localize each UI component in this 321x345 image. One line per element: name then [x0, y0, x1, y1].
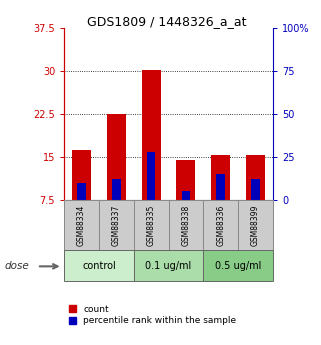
Bar [203, 250, 273, 281]
Bar [77, 183, 86, 200]
Text: GSM88336: GSM88336 [216, 205, 225, 246]
Bar [72, 150, 91, 200]
Bar [251, 179, 260, 200]
Bar [203, 200, 238, 250]
Text: GSM88335: GSM88335 [147, 205, 156, 246]
Text: 0.5 ug/ml: 0.5 ug/ml [215, 261, 261, 270]
Bar [182, 191, 190, 200]
Bar [238, 200, 273, 250]
Bar [112, 179, 121, 200]
Bar [211, 155, 230, 200]
Bar [134, 200, 169, 250]
Bar [169, 200, 203, 250]
Text: GSM88334: GSM88334 [77, 205, 86, 246]
Bar [107, 114, 126, 200]
Text: GSM88337: GSM88337 [112, 205, 121, 246]
Text: dose: dose [5, 262, 30, 271]
Legend: count, percentile rank within the sample: count, percentile rank within the sample [69, 305, 236, 325]
Bar [176, 160, 195, 200]
Bar [134, 250, 203, 281]
Text: GSM88399: GSM88399 [251, 205, 260, 246]
Bar [142, 70, 161, 200]
Bar [99, 200, 134, 250]
Text: GDS1809 / 1448326_a_at: GDS1809 / 1448326_a_at [87, 16, 247, 29]
Bar [64, 200, 99, 250]
Bar [64, 250, 134, 281]
Text: control: control [82, 261, 116, 270]
Text: GSM88338: GSM88338 [181, 205, 190, 246]
Bar [246, 155, 265, 200]
Bar [147, 152, 155, 200]
Text: 0.1 ug/ml: 0.1 ug/ml [145, 261, 192, 270]
Bar [216, 174, 225, 200]
